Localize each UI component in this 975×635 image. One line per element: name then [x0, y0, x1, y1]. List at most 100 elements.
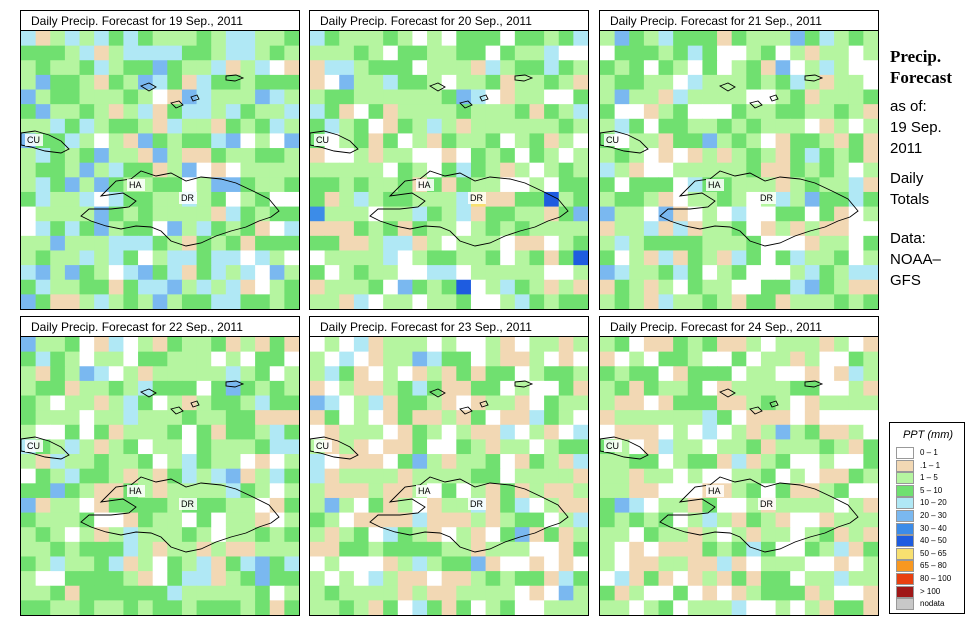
precip-cell: [848, 148, 864, 164]
panel-title: Daily Precip. Forecast for 20 Sep., 2011: [309, 10, 589, 32]
precip-cell: [397, 235, 413, 251]
precip-cell: [558, 191, 574, 208]
precip-cell: [181, 45, 198, 61]
precip-cell: [456, 118, 472, 134]
precip-cell: [558, 556, 574, 572]
precip-cell: [368, 89, 384, 105]
precip-cell: [269, 133, 285, 149]
precip-cell: [573, 556, 588, 572]
precip-cell: [383, 31, 399, 47]
label-background: [758, 498, 776, 510]
precip-cell: [717, 104, 733, 120]
precip-cell: [35, 148, 51, 164]
precip-cell: [64, 351, 81, 367]
precip-cell: [368, 221, 384, 237]
precip-cell: [310, 410, 326, 426]
precip-cell: [760, 74, 777, 91]
precip-cell: [731, 133, 747, 149]
precip-cell: [470, 148, 487, 164]
precip-cell: [412, 351, 428, 367]
precip-cell: [658, 600, 674, 615]
precip-cell: [196, 89, 212, 105]
precip-cell: [529, 454, 545, 470]
precip-cell: [558, 571, 574, 587]
precip-cell: [225, 74, 241, 91]
precip-cell: [353, 162, 370, 178]
precip-cell: [558, 250, 574, 266]
precip-cell: [500, 483, 516, 499]
precip-cell: [79, 191, 95, 208]
precip-cell: [269, 279, 285, 295]
precip-cell: [441, 133, 457, 149]
precip-cell: [353, 60, 370, 76]
precip-cell: [544, 60, 560, 76]
precip-cell: [225, 162, 241, 178]
precip-cell: [94, 118, 110, 134]
precip-cell: [35, 380, 51, 397]
precip-cell: [834, 541, 850, 557]
precip-cell: [108, 585, 124, 601]
precip-cell: [775, 221, 791, 237]
precip-cell: [775, 89, 791, 105]
precip-cell: [339, 571, 355, 587]
precip-cell: [412, 366, 428, 382]
precip-cell: [94, 410, 110, 426]
precip-cell: [167, 497, 183, 514]
precip-cell: [324, 206, 340, 222]
precip-cell: [485, 279, 501, 295]
precip-cell: [702, 265, 718, 281]
precip-cell: [181, 468, 198, 484]
precip-cell: [181, 410, 198, 426]
precip-cell: [324, 235, 340, 251]
precip-cell: [35, 395, 51, 411]
precip-cell: [790, 60, 806, 76]
precip-cell: [397, 191, 413, 208]
precip-cell: [284, 497, 299, 514]
legend-label: > 100: [920, 586, 941, 596]
precip-cell: [760, 45, 777, 61]
precip-cell: [324, 351, 340, 367]
label-background: [758, 192, 776, 204]
precip-cell: [269, 104, 285, 120]
precip-cell: [717, 497, 733, 514]
precip-cell: [211, 468, 227, 484]
precip-cell: [240, 380, 256, 397]
precip-cell: [368, 468, 384, 484]
precip-cell: [514, 294, 530, 309]
precip-cell: [863, 265, 878, 281]
precip-cell: [658, 45, 674, 61]
precip-cell: [353, 527, 370, 543]
precip-cell: [94, 148, 110, 164]
precip-cell: [558, 294, 574, 309]
precip-cell: [269, 366, 285, 382]
precip-cell: [819, 351, 835, 367]
precip-cell: [717, 424, 733, 440]
precip-cell: [50, 585, 66, 601]
precip-cell: [500, 60, 516, 76]
precip-cell: [702, 556, 718, 572]
data-source-line-2: GFS: [890, 272, 921, 289]
precip-cell: [485, 133, 501, 149]
precip-cell: [94, 351, 110, 367]
precip-cell: [456, 585, 472, 601]
precip-cell: [108, 191, 124, 208]
label-cu: CU: [606, 135, 619, 145]
precip-cell: [456, 556, 472, 572]
precip-cell: [558, 206, 574, 222]
precip-cell: [167, 74, 183, 91]
precip-cell: [514, 585, 530, 601]
precip-cell: [310, 31, 326, 47]
precip-cell: [167, 104, 183, 120]
precip-cell: [64, 60, 81, 76]
precip-cell: [21, 148, 37, 164]
precip-cell: [790, 206, 806, 222]
precip-cell: [383, 571, 399, 587]
precip-cell: [181, 571, 198, 587]
precip-cell: [775, 497, 791, 514]
side-title-line-1: Precip.: [890, 47, 942, 66]
precip-cell: [760, 60, 777, 76]
precip-cell: [441, 483, 457, 499]
precip-cell: [196, 497, 212, 514]
precip-cell: [658, 235, 674, 251]
precip-cell: [790, 571, 806, 587]
